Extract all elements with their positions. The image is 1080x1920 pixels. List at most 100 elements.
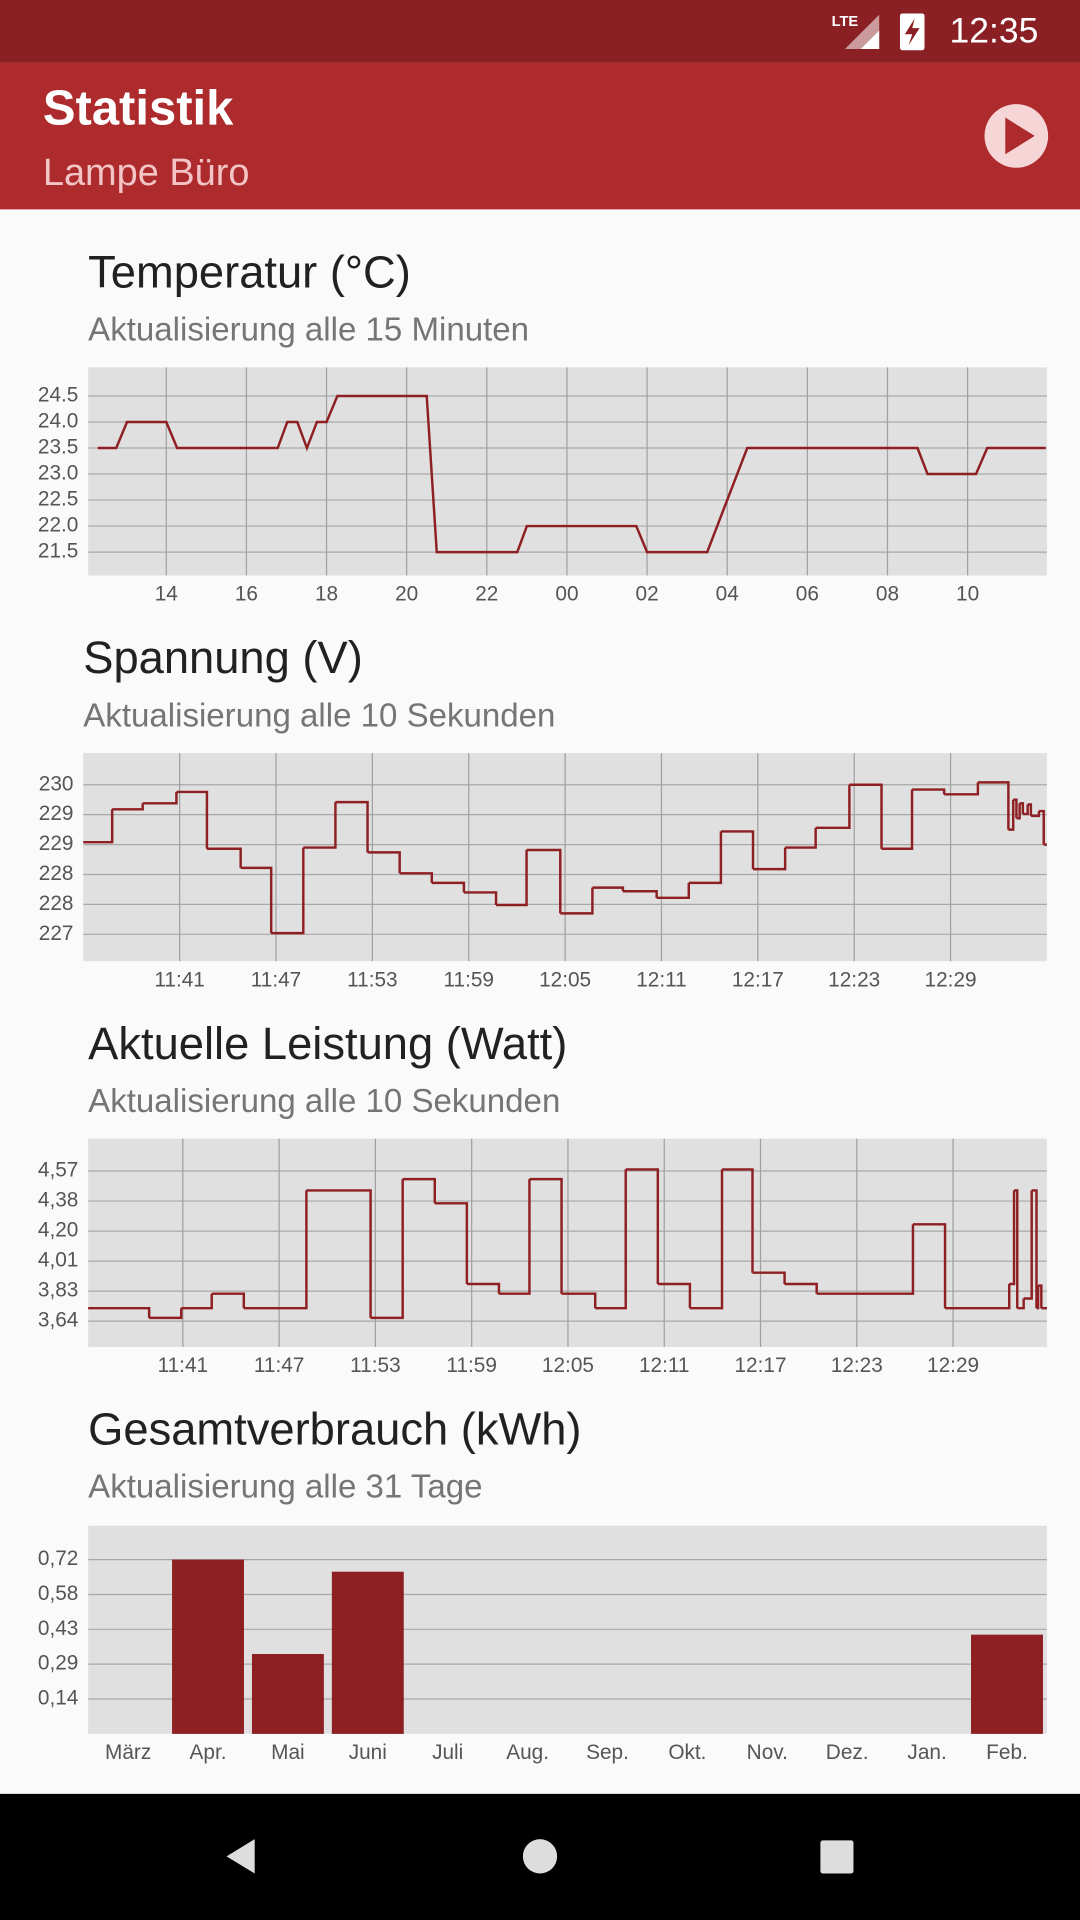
play-button[interactable] [984,104,1049,168]
x-tick-label: 12:11 [636,968,687,991]
nav-home[interactable] [522,1839,558,1874]
line-step [689,1169,724,1310]
y-tick-label: 3,83 [38,1279,78,1302]
line-step [560,887,594,915]
x-tick-label: Juni [349,1741,387,1764]
line-step [1022,804,1029,816]
line-step [815,784,851,830]
line-step [243,1190,308,1310]
line-step [1036,1285,1040,1310]
y-tick-label: 4,57 [38,1159,78,1182]
app-subtitle: Lampe Büro [43,152,250,194]
line-step [944,782,980,796]
line-step [335,800,369,853]
line-step [434,1202,469,1284]
line-step [721,1168,754,1273]
x-tick-label: 16 [235,583,258,606]
line-step [1027,803,1033,816]
x-tick-label: Okt. [668,1741,706,1764]
line-step [945,1284,1011,1310]
x-tick-label: 06 [796,583,819,606]
x-tick-label: 12:17 [734,1354,786,1377]
y-tick-label: 4,20 [38,1219,78,1242]
battery-bolt [904,18,920,46]
line-step [240,866,273,934]
x-tick-label: 18 [315,583,338,606]
x-tick-label: 14 [155,583,178,606]
x-tick-label: 20 [395,583,418,606]
line-step [1009,1190,1016,1286]
line-step [622,890,658,898]
x-tick-label: 11:47 [251,968,302,991]
line-step [1031,1189,1038,1309]
line-step [211,1292,246,1309]
x-tick-label: 12:11 [639,1354,689,1377]
x-tick-label: Aug. [506,1741,549,1764]
chart-title: Spannung (V) [83,632,363,683]
x-tick-label: Juli [432,1741,463,1764]
x-tick-label: Nov. [747,1741,788,1764]
x-tick-label: 00 [555,583,578,606]
x-tick-label: März [105,1741,151,1764]
line-step [977,781,1010,830]
network-type: LTE [832,14,859,30]
line-step [912,1223,947,1309]
y-tick-label: 3,64 [38,1309,78,1332]
chart-subtitle: Aktualisierung alle 10 Sekunden [83,697,555,734]
nav-back[interactable] [226,1839,255,1874]
y-tick-label: 0,43 [38,1617,78,1640]
x-tick-label: 11:59 [446,1354,497,1377]
y-tick-label: 24.5 [38,383,78,406]
y-tick-label: 229 [39,832,74,855]
y-tick-label: 4,38 [38,1189,78,1212]
line-step [529,1177,563,1294]
line-step [1017,1298,1025,1310]
line-step [306,1189,372,1318]
line-step [784,1282,818,1294]
line-step [112,803,144,811]
x-tick-label: 11:41 [154,968,205,991]
line-step [1013,798,1018,819]
line-step [88,1306,151,1318]
x-tick-label: 11:53 [347,968,398,991]
line-step [367,851,401,874]
nav-recents[interactable] [820,1840,854,1874]
chart-subtitle: Aktualisierung alle 10 Sekunden [88,1083,560,1120]
x-tick-label: 11:41 [158,1354,209,1377]
line-step [881,789,914,850]
line-step [463,891,498,905]
bar [971,1634,1043,1734]
line-step [399,872,434,883]
play-icon[interactable] [1005,117,1035,155]
line-step [206,847,242,868]
line-step [785,827,817,849]
x-tick-label: Jan. [907,1741,946,1764]
app-bar [0,62,1080,210]
line-step [431,881,466,893]
x-tick-label: 12:23 [831,1354,883,1377]
line-step [181,1293,213,1310]
line-step [1019,802,1025,815]
x-tick-label: Mai [271,1741,305,1764]
x-tick-label: 12:05 [542,1354,594,1377]
x-tick-label: Apr. [190,1741,227,1764]
x-tick-label: 11:59 [443,968,494,991]
y-tick-label: 0,72 [38,1547,78,1570]
line-step [849,783,883,849]
y-tick-label: 0,29 [38,1652,78,1675]
y-tick-label: 229 [39,802,74,825]
line-step [496,849,528,907]
y-tick-label: 24.0 [38,409,78,432]
chart-subtitle: Aktualisierung alle 15 Minuten [88,312,529,349]
y-tick-label: 22.5 [38,488,78,511]
y-tick-label: 21.5 [38,540,78,563]
line-step [816,1224,915,1295]
y-tick-label: 22.0 [38,514,78,537]
x-tick-label: Feb. [986,1741,1028,1764]
x-tick-label: Sep. [586,1741,629,1764]
x-tick-label: 12:29 [925,968,977,991]
charts: Temperatur (°C) Aktualisierung alle 15 Mi… [38,246,1047,1764]
clock: 12:35 [950,10,1039,50]
